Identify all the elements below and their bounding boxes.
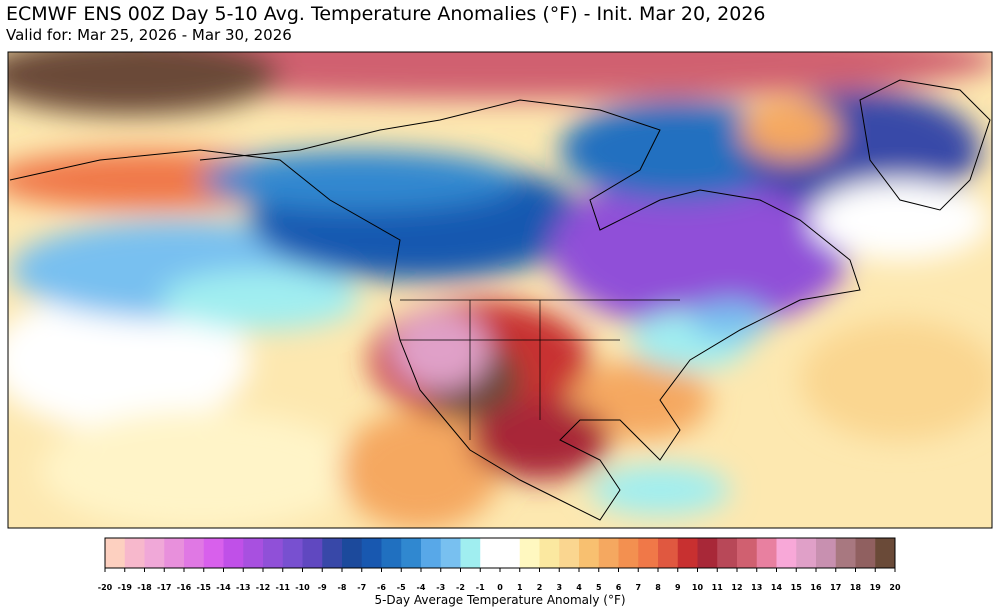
colorbar-tick-label: 18 [850,583,862,592]
colorbar-swatch [184,538,205,568]
colorbar-swatch [539,538,560,568]
colorbar-swatch [440,538,461,568]
colorbar-swatch [598,538,619,568]
colorbar-tick-label: 10 [692,583,704,592]
colorbar-tick-label: 2 [537,583,543,592]
colorbar-tick-label: 15 [791,583,803,592]
colorbar-tick-label: 19 [870,583,882,592]
colorbar-swatch [519,538,540,568]
colorbar-tick-label: -12 [256,583,270,592]
map [8,52,992,528]
colorbar-swatch [717,538,738,568]
colorbar-swatch [737,538,758,568]
colorbar-tick-label: 7 [635,583,641,592]
colorbar-tick-label: 0 [497,583,503,592]
colorbar: -20 -19 -18 -17 -16 -15 -14 -13 -12 -11 -10 -9 -8 -7-… [98,537,901,592]
colorbar-tick-label: -6 [377,583,386,592]
colorbar-tick-label: -16 [177,583,192,592]
title: ECMWF ENS 00Z Day 5-10 Avg. Temperature … [6,3,766,25]
colorbar-tick-label: 1 [517,583,523,592]
colorbar-swatch [658,538,679,568]
colorbar-tick-label: 12 [731,583,742,592]
colorbar-swatch [302,538,323,568]
colorbar-tick-label: -5 [397,583,406,592]
colorbar-tick-label: -9 [318,583,327,592]
colorbar-tick-label: 5 [596,583,602,592]
colorbar-swatch [322,538,343,568]
colorbar-tick-label: -7 [357,583,366,592]
colorbar-swatch [500,538,521,568]
colorbar-swatch [835,538,856,568]
map-frame [7,51,993,529]
colorbar-swatch [756,538,777,568]
colorbar-swatch [618,538,639,568]
colorbar-swatch [223,538,244,568]
colorbar-swatch [559,538,580,568]
colorbar-swatch [105,538,126,568]
colorbar-swatch [855,538,876,568]
colorbar-tick-label: -4 [417,583,426,592]
colorbar-tick-label: 17 [830,583,841,592]
colorbar-swatch [282,538,303,568]
colorbar-tick-label: 13 [751,583,762,592]
colorbar-swatch [677,538,698,568]
colorbar-label: 5-Day Average Temperature Anomaly (°F) [374,593,625,607]
colorbar-tick-label: -8 [338,583,347,592]
colorbar-tick-label: -3 [436,583,445,592]
colorbar-tick-label: 9 [675,583,681,592]
colorbar-tick-label: 6 [616,583,622,592]
colorbar-swatch [381,538,402,568]
colorbar-swatch [421,538,442,568]
colorbar-swatch [796,538,817,568]
colorbar-tick-label: -2 [456,583,465,592]
colorbar-tick-label: -1 [476,583,485,592]
colorbar-swatch [579,538,600,568]
colorbar-tick-label: 3 [556,583,562,592]
colorbar-swatch [144,538,165,568]
colorbar-swatch [697,538,718,568]
colorbar-swatch [124,538,145,568]
colorbar-swatch [776,538,797,568]
colorbar-swatch [875,538,896,568]
colorbar-tick-label: -20 [98,583,113,592]
colorbar-swatch [638,538,659,568]
colorbar-swatch [164,538,185,568]
colorbar-tick-label: -13 [236,583,250,592]
colorbar-tick-label: 4 [576,583,582,592]
colorbar-tick-label: -10 [295,583,310,592]
colorbar-swatch [203,538,224,568]
colorbar-tick-label: 11 [712,583,724,592]
colorbar-tick-label: 14 [771,583,783,592]
colorbar-tick-label: 20 [889,583,901,592]
colorbar-swatch [342,538,363,568]
colorbar-swatch [816,538,837,568]
colorbar-swatch [401,538,422,568]
colorbar-tick-label: -14 [216,583,231,592]
colorbar-tick-label: 16 [810,583,822,592]
colorbar-tick-label: -18 [137,583,152,592]
colorbar-swatch [263,538,284,568]
colorbar-tick-label: 8 [655,583,661,592]
colorbar-swatch [480,538,501,568]
colorbar-swatch [460,538,481,568]
colorbar-tick-label: -19 [118,583,133,592]
colorbar-swatch [243,538,264,568]
subtitle: Valid for: Mar 25, 2026 - Mar 30, 2026 [6,26,292,44]
colorbar-swatch [361,538,382,568]
colorbar-tick-label: -11 [276,583,291,592]
colorbar-tick-label: -17 [157,583,171,592]
colorbar-tick-label: -15 [197,583,212,592]
